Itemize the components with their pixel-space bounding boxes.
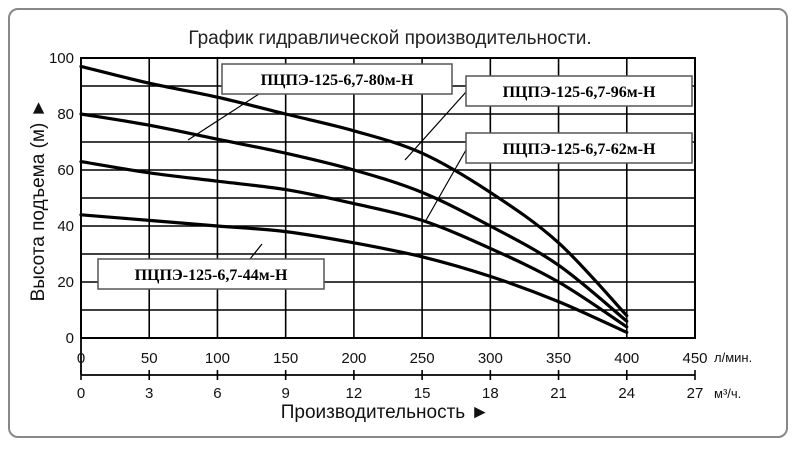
x-tick-label: 50 [141,350,158,367]
y-tick-label: 100 [49,50,74,67]
x-tick-label: 200 [341,350,366,367]
series-line [79,64,629,318]
legend-label: ПЦПЭ-125-6,7-62м-Н [503,141,656,158]
y-tick-label: 0 [66,330,74,347]
x2-tick-label: 6 [213,385,221,402]
axes [80,57,696,376]
x2-tick-label: 9 [281,385,289,402]
y-tick-label: 40 [57,218,74,235]
x-unit-primary: л/мин. [714,350,752,365]
x-tick-label: 0 [77,350,85,367]
legend-box [465,75,693,107]
curves [79,64,629,334]
legend: ПЦПЭ-125-6,7-96м-Н ПЦПЭ-125-6,7-80м-Н ПЦПЭ… [97,63,693,290]
x2-tick-label: 24 [618,385,635,402]
x-tick-label: 400 [614,350,639,367]
x2-tick-label: 27 [687,385,704,402]
x2-tick-label: 12 [346,385,363,402]
legend-label: ПЦПЭ-125-6,7-80м-Н [261,72,414,89]
x2-tick-label: 0 [77,385,85,402]
plot-frame [80,57,696,339]
series-line [79,160,629,329]
series-line [79,213,629,334]
chart-title: График гидравлической производительности… [188,28,591,49]
x-tick-label: 350 [546,350,571,367]
legend-label: ПЦПЭ-125-6,7-96м-Н [503,84,656,101]
y-tick-label: 20 [57,274,74,291]
x2-tick-label: 3 [145,385,153,402]
x2-tick-label: 18 [482,385,499,402]
y-tick-label: 80 [57,106,74,123]
x-tick-label: 250 [410,350,435,367]
series-line [79,112,629,323]
legend-leader-line [424,149,467,223]
x2-tick-label: 21 [550,385,567,402]
legend-leader-line [404,91,467,161]
legend-label: ПЦПЭ-125-6,7-44м-Н [135,267,288,284]
legend-box [97,258,325,290]
x2-tick-label: 15 [414,385,431,402]
x-tick-label: 150 [273,350,298,367]
y-axis-label: Высота подъема (м) ► [28,99,49,302]
x-tick-label: 450 [682,350,707,367]
legend-box [465,132,693,164]
legend-leaders [187,91,467,260]
legend-leader-line [187,91,263,141]
y-tick-label: 60 [57,162,74,179]
x-axis-label: Производительность ► [281,402,490,423]
x-tick-label: 100 [205,350,230,367]
x-tick-label: 300 [478,350,503,367]
x-unit-secondary: м³/ч. [714,386,741,401]
legend-leader-line [249,243,263,260]
chart-frame [8,8,788,438]
legend-box [221,63,453,95]
